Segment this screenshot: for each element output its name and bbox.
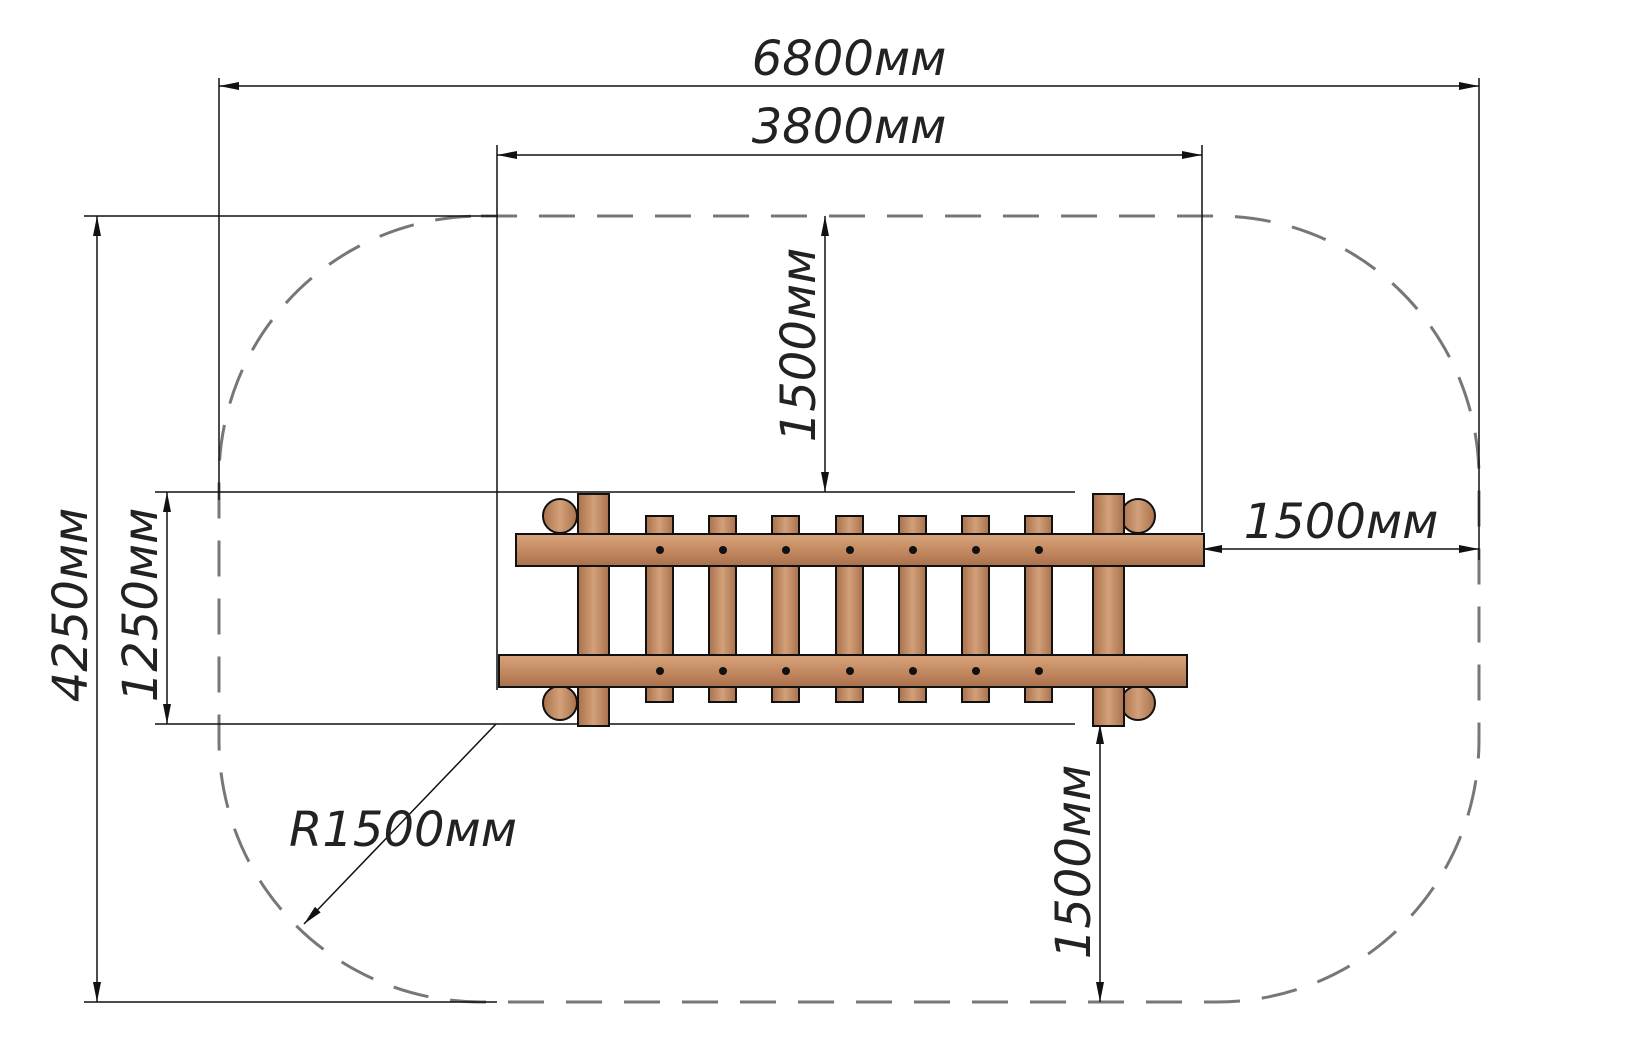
corner-radius-label: R1500мм (289, 802, 517, 858)
log-end-top-right (1120, 498, 1156, 534)
log-end-bottom-right (1120, 685, 1156, 721)
rail-bottom (498, 654, 1188, 688)
overall-height-label: 4250мм (43, 508, 99, 703)
log-end-bottom-left (542, 685, 578, 721)
rail-top (515, 533, 1205, 567)
dimension-lines (93, 82, 1479, 1002)
safety-zone-outline (217, 214, 1481, 1004)
extension-lines (84, 78, 1480, 1003)
ladder-equipment (498, 493, 1205, 727)
overall-width-label: 6800мм (752, 31, 947, 87)
post-left (577, 493, 610, 727)
post-right (1092, 493, 1125, 727)
equipment-depth-label: 1250мм (113, 508, 169, 703)
bottom-clearance-label: 1500мм (1046, 765, 1102, 960)
right-clearance-label: 1500мм (1244, 494, 1439, 550)
log-end-top-left (542, 498, 578, 534)
inner-width-label: 3800мм (752, 99, 947, 155)
top-clearance-label: 1500мм (771, 248, 827, 443)
bolts (656, 546, 1043, 675)
